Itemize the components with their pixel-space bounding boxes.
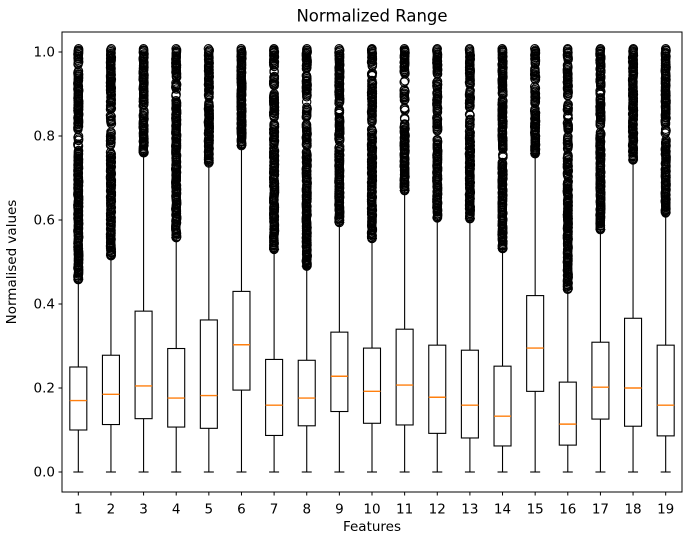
y-tick-label: 1.0 <box>34 45 55 61</box>
iqr-box <box>624 317 643 427</box>
iqr-box <box>558 381 577 446</box>
boxplot-feature-5 <box>199 44 218 473</box>
iqr-box <box>232 290 251 391</box>
y-tick-label: 0.2 <box>34 381 55 397</box>
x-tick-label: 17 <box>592 502 609 518</box>
outliers <box>432 44 443 223</box>
outliers <box>73 44 84 285</box>
outliers <box>497 44 508 254</box>
iqr-box <box>395 328 414 426</box>
outliers <box>366 44 378 244</box>
y-axis-label: Normalised values <box>4 200 20 325</box>
boxplot-feature-6 <box>232 44 251 473</box>
iqr-box <box>493 365 512 447</box>
x-tick-label: 11 <box>396 502 413 518</box>
outliers <box>268 44 280 255</box>
boxplot-feature-9 <box>330 44 349 473</box>
boxplot-feature-11 <box>395 44 414 473</box>
iqr-box <box>199 319 218 429</box>
outliers <box>464 44 476 224</box>
plot-area: 0.00.20.40.60.81.01 2 3 4 5 6 7 8 9 10 11 12 13 14 15 1… <box>34 31 683 518</box>
iqr-box <box>265 358 284 437</box>
iqr-box <box>101 354 120 426</box>
iqr-box <box>362 347 382 424</box>
outliers <box>660 44 671 218</box>
x-tick-label: 19 <box>657 502 674 518</box>
outliers <box>334 44 345 228</box>
boxplot-feature-3 <box>134 44 153 473</box>
outliers <box>203 44 215 168</box>
boxplot-feature-2 <box>101 44 120 473</box>
x-tick-label: 8 <box>302 502 311 518</box>
iqr-box <box>69 366 88 431</box>
boxplot-feature-18 <box>624 44 643 473</box>
x-tick-label: 2 <box>107 502 116 518</box>
boxplot-feature-16 <box>558 44 577 473</box>
x-tick-label: 14 <box>494 502 511 518</box>
boxplot-feature-17 <box>591 44 610 473</box>
boxplot-feature-10 <box>362 44 382 473</box>
boxplot-feature-19 <box>656 44 675 473</box>
x-axis-label: Features <box>343 519 401 535</box>
outliers <box>529 44 541 159</box>
axis-ticks: 0.00.20.40.60.81.01 2 3 4 5 6 7 8 9 10 11 12 13 14 15 1… <box>34 45 675 518</box>
boxplot-feature-13 <box>460 44 479 473</box>
y-tick-label: 0.4 <box>34 297 55 313</box>
x-tick-label: 15 <box>527 502 544 518</box>
x-tick-label: 5 <box>205 502 214 518</box>
outliers <box>138 44 149 158</box>
iqr-box <box>297 359 316 427</box>
x-tick-label: 10 <box>363 502 380 518</box>
x-tick-label: 1 <box>74 502 83 518</box>
x-tick-label: 4 <box>172 502 181 518</box>
iqr-box <box>656 344 675 437</box>
y-tick-label: 0.8 <box>34 129 55 145</box>
x-tick-label: 7 <box>270 502 279 518</box>
iqr-box <box>526 295 545 392</box>
y-tick-label: 0.0 <box>34 465 55 481</box>
x-tick-label: 3 <box>139 502 148 518</box>
iqr-box <box>167 347 186 428</box>
axes-frame <box>61 31 683 493</box>
boxplot-feature-15 <box>526 44 545 473</box>
boxplot-feature-1 <box>69 44 88 473</box>
boxplot-feature-7 <box>265 44 284 473</box>
x-tick-label: 13 <box>461 502 478 518</box>
outliers <box>627 44 639 165</box>
iqr-box <box>460 349 479 439</box>
iqr-box <box>330 331 349 413</box>
boxplot-feature-12 <box>428 44 447 473</box>
boxplot-feature-8 <box>297 44 316 473</box>
x-tick-label: 6 <box>237 502 246 518</box>
outliers <box>301 44 312 271</box>
boxplot-feature-14 <box>493 44 512 473</box>
x-tick-label: 9 <box>335 502 344 518</box>
outliers <box>562 44 573 295</box>
outliers <box>595 44 606 235</box>
iqr-box <box>591 341 610 420</box>
outliers <box>171 44 182 243</box>
iqr-box <box>428 344 447 434</box>
boxplot-feature-4 <box>167 44 186 473</box>
iqr-box <box>134 310 153 420</box>
x-tick-label: 18 <box>624 502 641 518</box>
x-tick-label: 12 <box>429 502 446 518</box>
outliers <box>105 44 117 261</box>
y-tick-label: 0.6 <box>34 213 55 229</box>
outliers <box>236 44 247 151</box>
chart-title: Normalized Range <box>296 7 447 26</box>
outliers <box>399 44 410 196</box>
x-tick-label: 16 <box>559 502 576 518</box>
